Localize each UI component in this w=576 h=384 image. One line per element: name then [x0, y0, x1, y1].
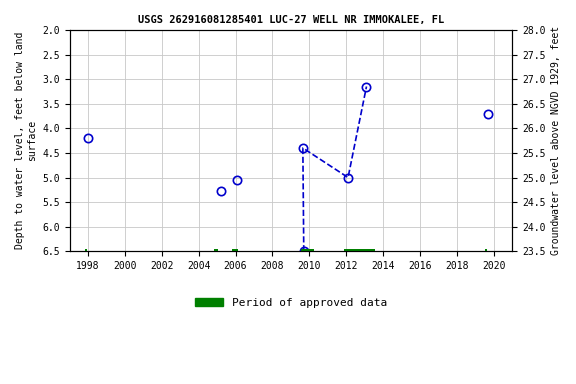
- Title: USGS 262916081285401 LUC-27 WELL NR IMMOKALEE, FL: USGS 262916081285401 LUC-27 WELL NR IMMO…: [138, 15, 444, 25]
- Bar: [484, 249, 487, 254]
- Bar: [301, 249, 314, 254]
- Bar: [214, 249, 218, 254]
- Bar: [85, 249, 88, 254]
- Y-axis label: Groundwater level above NGVD 1929, feet: Groundwater level above NGVD 1929, feet: [551, 26, 561, 255]
- Legend: Period of approved data: Period of approved data: [191, 293, 391, 312]
- Bar: [232, 249, 238, 254]
- Y-axis label: Depth to water level, feet below land
surface: Depth to water level, feet below land su…: [15, 32, 37, 249]
- Bar: [344, 249, 375, 254]
